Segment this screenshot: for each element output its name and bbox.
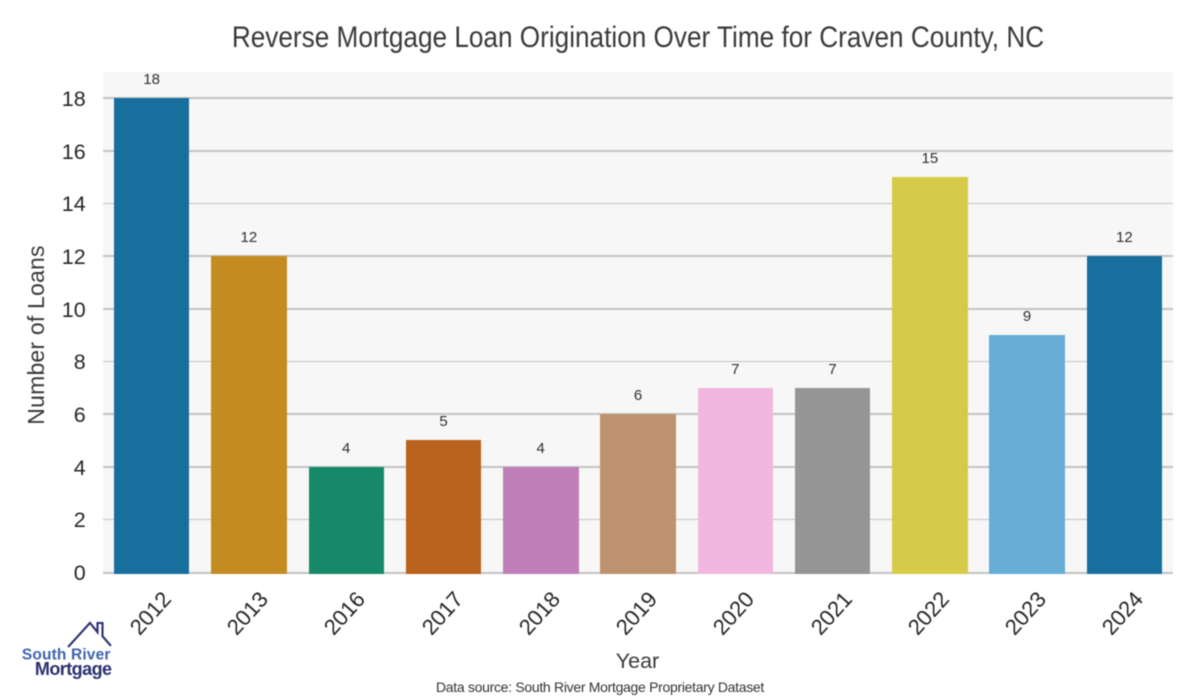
svg-text:South River: South River [22,646,111,663]
svg-text:Mortgage: Mortgage [35,659,112,679]
